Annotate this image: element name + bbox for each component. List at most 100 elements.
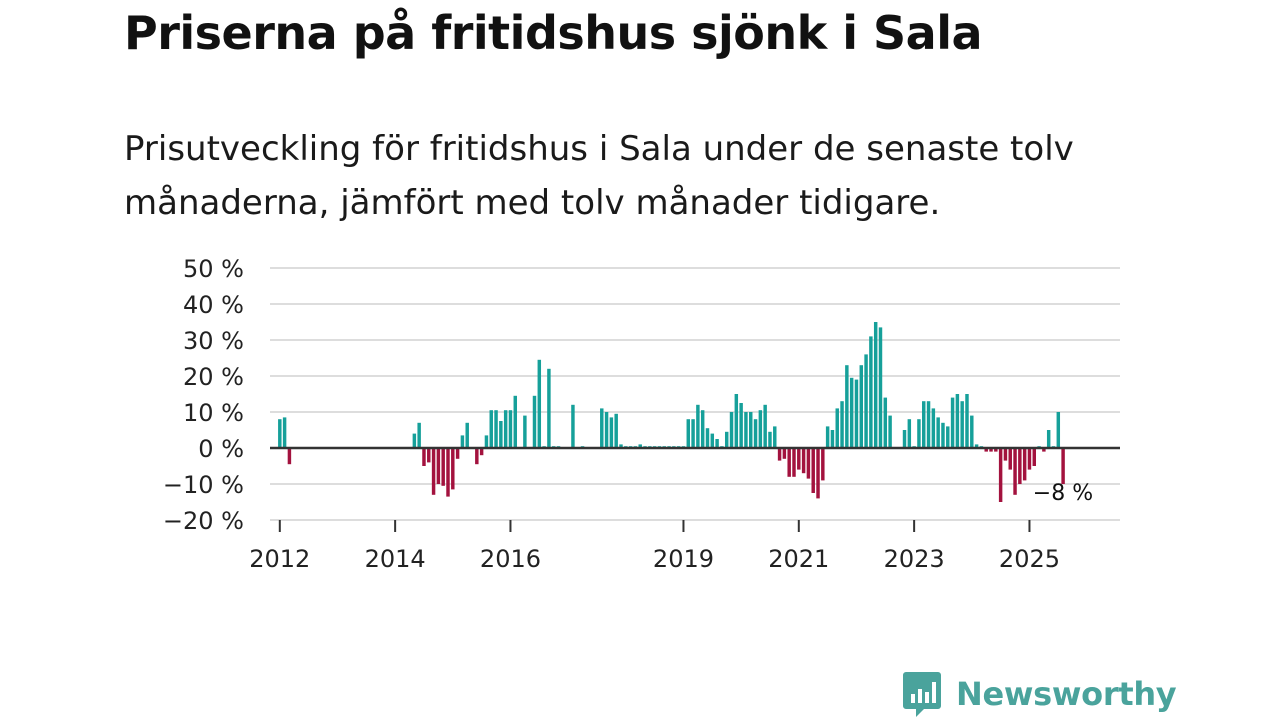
bar — [441, 448, 445, 486]
bar — [547, 368, 551, 448]
y-tick-label: 50 % — [183, 255, 244, 283]
bar — [609, 417, 614, 448]
bar — [960, 401, 964, 448]
bar — [777, 448, 782, 461]
x-tick-label: 2023 — [884, 545, 945, 573]
y-tick-label: −10 % — [163, 471, 244, 499]
bar — [917, 419, 921, 448]
bar — [873, 322, 878, 448]
newsworthy-logo-icon — [903, 672, 941, 717]
bar — [845, 365, 849, 448]
y-tick-label: 40 % — [183, 291, 244, 319]
bar — [821, 448, 825, 481]
bar — [753, 419, 758, 448]
y-tick-label: 30 % — [183, 327, 244, 355]
bar — [835, 408, 839, 448]
bar — [941, 422, 945, 448]
bar — [950, 397, 955, 448]
bar — [1042, 448, 1046, 452]
bar — [1022, 448, 1027, 481]
bar — [849, 377, 854, 448]
bar — [974, 444, 979, 448]
bar — [936, 417, 940, 448]
bar — [532, 395, 537, 448]
bar — [1032, 448, 1036, 466]
bar — [840, 401, 844, 448]
bar — [888, 415, 892, 448]
bar-chart: 50 %40 %30 %20 %10 %0 %−10 %−20 % 2012 20… — [163, 255, 1120, 573]
bar — [700, 410, 705, 448]
bar — [455, 448, 460, 459]
bar — [1046, 430, 1051, 448]
bar — [479, 448, 484, 456]
bar — [431, 448, 436, 495]
bar — [816, 448, 820, 499]
bar — [436, 448, 441, 484]
brand-name: Newsworthy — [956, 675, 1177, 713]
bar — [811, 448, 815, 493]
bar — [801, 448, 806, 474]
bar — [869, 336, 873, 448]
bar — [614, 413, 618, 448]
bar — [734, 394, 739, 448]
bar — [499, 421, 503, 448]
bar — [878, 327, 883, 448]
bar — [1056, 412, 1061, 448]
bar — [287, 448, 292, 465]
bar — [446, 448, 450, 497]
bar — [922, 401, 926, 448]
bar — [907, 419, 912, 448]
last-value-label: −8 % — [1033, 481, 1093, 506]
x-tick-label: 2012 — [249, 545, 310, 573]
bar — [494, 410, 498, 448]
bar — [797, 448, 801, 470]
bar — [422, 448, 426, 466]
y-tick-label: 20 % — [183, 363, 244, 391]
bar — [955, 394, 960, 448]
bar — [503, 410, 508, 448]
bar-series — [278, 322, 1065, 502]
bar — [787, 448, 791, 477]
bar — [970, 415, 974, 448]
chart-title: Priserna på fritidshus sjönk i Sala — [124, 6, 983, 60]
bar — [931, 408, 936, 448]
bar — [854, 379, 859, 448]
bar — [604, 412, 609, 448]
bar — [451, 448, 455, 490]
bar — [484, 435, 489, 448]
bar — [859, 365, 864, 448]
bar — [946, 426, 950, 448]
bar — [965, 394, 969, 448]
bar — [1027, 448, 1032, 470]
bar — [417, 422, 421, 448]
y-tick-label: 0 % — [198, 435, 244, 463]
bar — [619, 444, 623, 448]
bar — [460, 435, 465, 448]
newsworthy-logo: Newsworthy — [902, 670, 1177, 718]
bar — [902, 430, 907, 448]
y-axis-ticks: 50 % 40 % 30 % 20 % 10 % 0 % −10 % −20 % — [163, 255, 244, 535]
bar — [686, 419, 691, 448]
bar — [806, 448, 811, 479]
bar — [825, 426, 830, 448]
bar — [475, 448, 479, 465]
bar — [465, 422, 469, 448]
bar — [749, 412, 753, 448]
chart-subtitle: Prisutveckling för fritidshus i Sala und… — [124, 129, 1074, 223]
bar — [523, 415, 527, 448]
bar — [864, 354, 868, 448]
bar — [773, 426, 777, 448]
bar — [691, 419, 695, 448]
x-tick-label: 2019 — [653, 545, 714, 573]
bar — [792, 448, 796, 477]
bar — [427, 448, 431, 463]
bar — [489, 410, 493, 448]
bar — [998, 448, 1003, 502]
bar — [1061, 448, 1065, 484]
bar — [724, 431, 729, 448]
bar — [989, 448, 993, 452]
x-tick-label: 2021 — [768, 545, 829, 573]
bar — [600, 408, 604, 448]
bar — [768, 431, 772, 448]
bar — [1013, 448, 1017, 495]
